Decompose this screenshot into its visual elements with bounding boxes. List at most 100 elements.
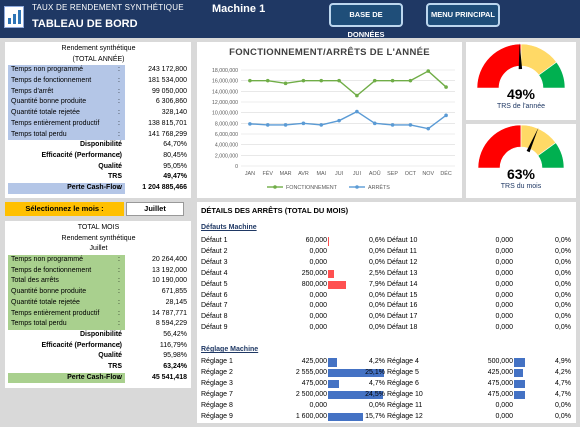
stop-percent: 4,7% [369, 379, 385, 387]
colon-separator: : [118, 330, 121, 338]
annual-row-value: 243 172,800 [148, 66, 187, 74]
gauge-label: TRS du mois [501, 183, 542, 190]
stop-detail-row: Défaut 3 0,000 0,0% [201, 258, 386, 269]
stop-value: 0,000 [309, 247, 327, 255]
chart-xtick-label: MAR [280, 171, 292, 177]
stop-detail-row: Défaut 10 0,000 0,0% [387, 236, 572, 247]
chart-xtick-label: FÉV [263, 170, 274, 177]
legend-marker [355, 185, 359, 189]
annual-summary-label: Efficacité (Performance) [41, 151, 122, 159]
stop-bar [514, 390, 525, 400]
stop-name: Défaut 11 [387, 247, 417, 255]
monthly-row-value: 20 264,400 [151, 256, 187, 264]
chart-point [372, 121, 377, 126]
stop-bar [328, 368, 384, 378]
stop-name: Réglage 7 [201, 390, 233, 398]
chart-point [301, 121, 306, 126]
stop-detail-row: Réglage 9 1 600,000 15,7% [201, 412, 386, 423]
stop-percent: 0,0% [555, 412, 571, 420]
stop-value: 0,000 [309, 302, 327, 310]
stop-name: Réglage 1 [201, 358, 233, 365]
annual-row: Quantité totale rejetée: 328,140 [8, 108, 189, 119]
annual-summary-label: Disponibilité [80, 141, 122, 149]
chart-xtick-label: JUI [353, 171, 361, 177]
stop-detail-row: Réglage 4 500,000 4,9% [387, 357, 572, 368]
chart-point [444, 113, 448, 118]
stop-value: 0,000 [495, 313, 513, 321]
stop-detail-row: Réglage 5 425,000 4,2% [387, 368, 572, 379]
stop-percent: 0,0% [555, 237, 571, 244]
annual-row-label: Temps total perdu [8, 129, 125, 141]
trs-year-gauge: 49%TRS de l'année [476, 43, 566, 110]
database-button[interactable]: BASE DE DONNÉES [329, 3, 403, 39]
stop-detail-row: Défaut 2 0,000 0,0% [201, 247, 386, 258]
stop-name: Réglage 6 [387, 379, 419, 387]
stop-value: 2 500,000 [295, 390, 327, 398]
colon-separator: : [118, 109, 120, 117]
chart-point [408, 78, 413, 83]
stop-value: 0,000 [495, 269, 513, 277]
monthly-caption-sub: Rendement synthétique [61, 234, 136, 242]
colon-separator: : [118, 87, 120, 95]
trs-month-gauge: 63%TRS du mois [477, 124, 565, 190]
annual-panel: Rendement synthétique (TOTAL ANNÉE) Temp… [5, 42, 191, 198]
monthly-summary-label: Disponibilité [80, 330, 122, 338]
stop-value: 0,000 [309, 291, 327, 299]
stop-value: 425,000 [487, 368, 513, 376]
monthly-row-value: 14 787,771 [151, 309, 187, 317]
chart-logo-icon [4, 6, 24, 28]
stop-percent: 0,0% [555, 313, 571, 321]
stop-percent: 2,5% [369, 269, 385, 277]
colon-separator: : [118, 352, 121, 360]
stop-detail-row: Réglage 6 475,000 4,7% [387, 379, 572, 390]
chart-xtick-label: NOV [422, 171, 434, 177]
chart-ytick-label: 14,000,000 [212, 89, 238, 95]
stop-name: Réglage 12 [387, 412, 423, 420]
annual-row: Quantité bonne produite: 6 306,860 [8, 97, 189, 109]
stop-value: 500,000 [487, 358, 513, 365]
stop-name: Défaut 5 [201, 280, 228, 288]
annual-row-label: Temps d'arrêt [8, 86, 125, 98]
stop-name: Réglage 8 [201, 401, 233, 409]
stop-detail-row: Défaut 15 0,000 0,0% [387, 291, 572, 302]
annual-summary-label: Qualité [98, 162, 122, 170]
colon-separator: : [118, 183, 121, 191]
chart-xtick-label: JAN [245, 171, 255, 177]
annual-row: Temps total perdu: 141 768,299 [8, 129, 189, 141]
chart-point [426, 69, 431, 73]
stop-bar [328, 358, 338, 367]
stop-value: 0,000 [495, 401, 513, 409]
stop-detail-row: Défaut 18 0,000 0,0% [387, 323, 572, 334]
stop-name: Réglage 5 [387, 368, 419, 376]
colon-separator: : [118, 320, 120, 328]
month-dropdown[interactable]: Juillet [126, 202, 184, 216]
annual-summary-row: Perte Cash-Flow: 1 204 885,466 [8, 182, 189, 194]
header-subtitle: TAUX DE RENDEMENT SYNTHÉTIQUE [32, 3, 184, 12]
line-chart: 0 2,000,000 4,000,000 6,000,000 8,000,000 10,… [212, 68, 455, 191]
chart-point [319, 123, 324, 127]
main-menu-button[interactable]: MENU PRINCIPAL [426, 3, 500, 27]
chart-ytick-label: 0 [235, 164, 238, 170]
monthly-row-label: Total des arrêts [8, 276, 125, 288]
stop-percent: 0,0% [369, 401, 385, 409]
stop-value: 0,000 [495, 247, 513, 255]
legend-marker [273, 185, 277, 189]
stop-percent: 4,2% [555, 368, 571, 376]
monthly-row: Temps non programmé: 20 264,400 [8, 255, 189, 266]
monthly-row-label: Temps total perdu [8, 319, 125, 330]
chart-xtick-label: OCT [405, 171, 417, 177]
stop-bar [328, 412, 364, 422]
stop-value: 250,000 [301, 269, 327, 277]
stop-bar [514, 358, 525, 367]
colon-separator: : [118, 309, 120, 317]
stop-name: Défaut 18 [387, 324, 418, 332]
colon-separator: : [118, 341, 121, 349]
monthly-row-label: Temps entièrement productif [8, 308, 125, 320]
gauge-label: TRS de l'année [497, 103, 545, 110]
chart-title: FONCTIONNEMENT/ARRÊTS DE L'ANNÉE [229, 47, 430, 58]
annual-row-value: 141 768,299 [148, 130, 187, 138]
stop-percent: 0,6% [369, 237, 385, 244]
annual-row-label: Quantité totale rejetée [8, 108, 125, 119]
monthly-row-label: Quantité totale rejetée [8, 297, 125, 309]
stop-detail-row: Défaut 7 0,000 0,0% [201, 301, 386, 312]
